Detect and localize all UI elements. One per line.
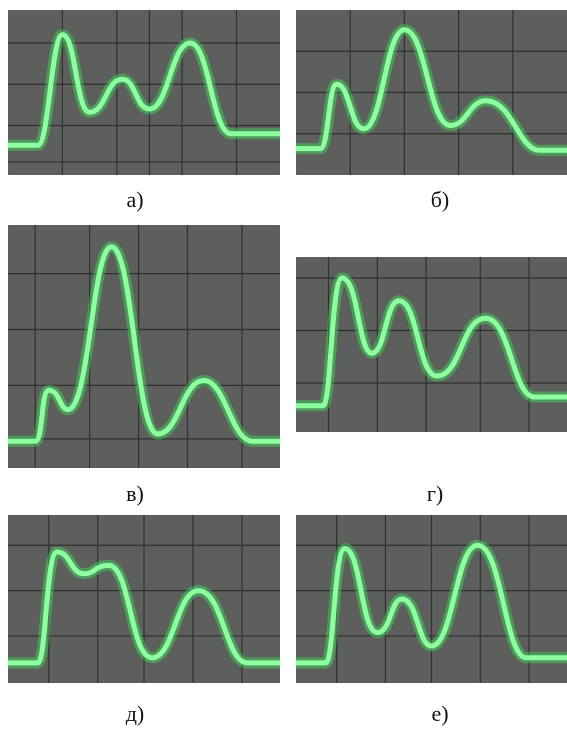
panel-label: г)	[426, 481, 444, 506]
oscillogram	[296, 10, 567, 175]
oscillogram	[296, 257, 567, 432]
panel-label: в)	[126, 481, 144, 506]
panel-label: д)	[125, 701, 145, 726]
oscillogram	[8, 225, 280, 468]
panel-label: е)	[431, 701, 449, 726]
oscillogram	[296, 515, 567, 683]
panel-label: б)	[430, 187, 450, 212]
oscillogram	[8, 515, 280, 683]
oscillogram	[8, 10, 280, 175]
panel-label: а)	[126, 187, 144, 212]
